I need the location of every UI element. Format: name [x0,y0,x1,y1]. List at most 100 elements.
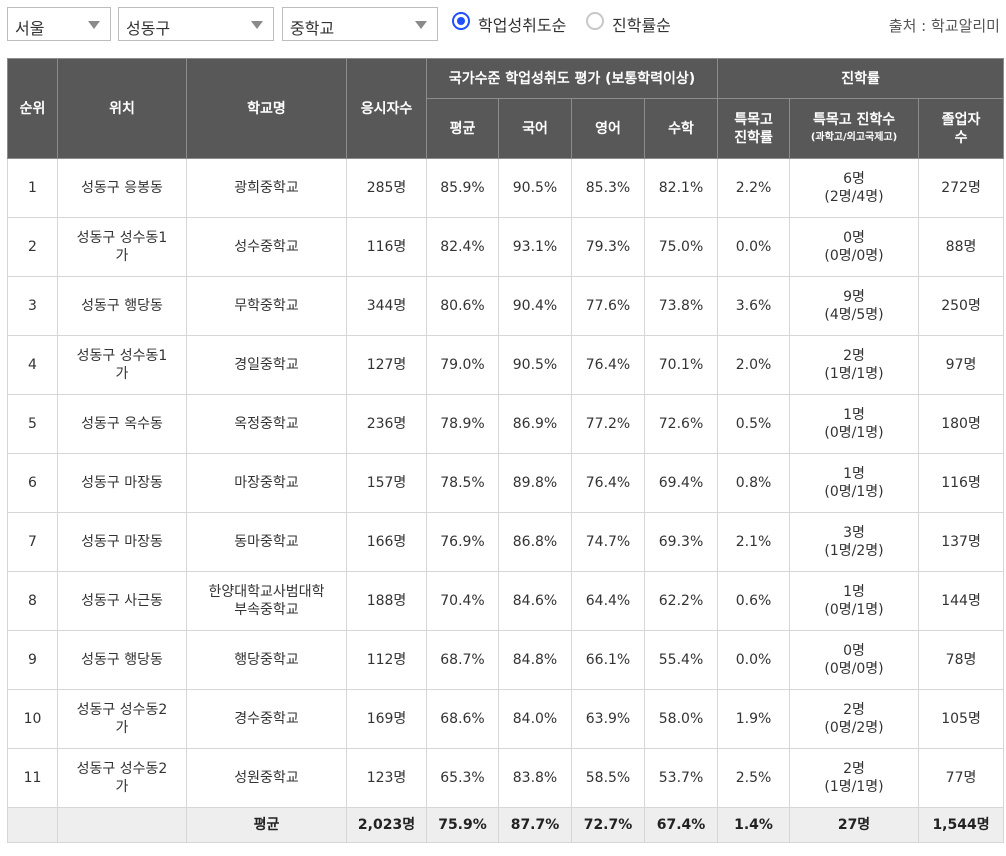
school-cell[interactable]: 한양대학교사범대학 부속중학교 [186,571,347,631]
school-line2: 부속중학교 [234,602,299,618]
examinees-cell: 157명 [346,453,427,513]
school-cell[interactable]: 동마중학교 [186,512,347,572]
korean-cell: 84.8% [498,630,572,690]
korean-cell: 83.8% [498,748,572,808]
header-math[interactable]: 수학 [643,98,719,159]
school-cell[interactable]: 마장중학교 [186,453,347,513]
special-count-total: 1명 [843,407,865,423]
special-rate-cell: 0.8% [717,453,791,513]
korean-cell: 90.5% [498,158,572,218]
sort-radio-progress[interactable]: 진학률순 [586,12,680,36]
location-cell: 성동구 응봉동 [57,158,187,218]
graduates-cell: 250명 [918,276,1005,336]
school-cell[interactable]: 경수중학교 [186,689,347,749]
school-cell[interactable]: 광희중학교 [186,158,347,218]
header-special-rate-line2: 진학률 [734,129,773,146]
table-row: 8 성동구 사근동 한양대학교사범대학 부속중학교 188명 70.4% 84.6… [7,571,1005,631]
location-cell: 성동구 마장동 [57,453,187,513]
header-average[interactable]: 평균 [426,98,499,159]
average-cell: 85.9% [426,158,499,218]
special-count-total: 2명 [843,761,865,777]
school-type-select-value: 중학교 [290,19,335,38]
examinees-cell: 236명 [346,394,427,454]
school-ranking-table: 순위 위치 학교명 응시자수 국가수준 학업성취도 평가 (보통학력이상) 진학… [7,58,1005,843]
location-cell: 성동구 옥수동 [57,394,187,454]
header-special-count[interactable]: 특목고 진학수 (과학고/외고국제고) [789,98,920,159]
location-line1: 성동구 행당동 [81,652,163,668]
graduates-cell: 78명 [918,630,1005,690]
math-cell: 69.3% [643,512,719,572]
graduates-cell: 137명 [918,512,1005,572]
school-line1: 무학중학교 [234,298,299,314]
header-graduates[interactable]: 졸업자 수 [918,98,1005,159]
average-cell: 79.0% [426,335,499,395]
average-cell: 65.3% [426,748,499,808]
header-location[interactable]: 위치 [57,58,187,159]
sort-radio-achievement[interactable]: 학업성취도순 [452,12,576,36]
location-line1: 성동구 성수동1 [76,348,168,364]
location-line1: 성동구 옥수동 [81,416,163,432]
school-line1: 옥정중학교 [234,416,299,432]
english-cell: 77.2% [571,394,645,454]
korean-cell: 89.8% [498,453,572,513]
korean-cell: 86.9% [498,394,572,454]
special-count-detail: (0명/0명) [824,661,884,677]
school-line1: 행당중학교 [234,652,299,668]
header-school[interactable]: 학교명 [186,58,347,159]
header-english[interactable]: 영어 [571,98,645,159]
header-rank[interactable]: 순위 [7,58,58,159]
table-row: 1 성동구 응봉동 광희중학교 285명 85.9% 90.5% 85.3% 8… [7,158,1005,218]
school-line1: 마장중학교 [234,475,299,491]
chevron-down-icon [88,21,100,29]
math-cell: 82.1% [643,158,719,218]
location-cell: 성동구 마장동 [57,512,187,572]
header-graduates-line1: 졸업자 [941,111,981,128]
header-special-rate[interactable]: 특목고 진학률 [717,98,791,159]
header-special-rate-line1: 특목고 [734,111,773,128]
special-count-detail: (1명/1명) [824,779,884,795]
math-cell: 58.0% [643,689,719,749]
special-count-detail: (1명/2명) [824,543,884,559]
district-select[interactable]: 성동구 [118,7,274,41]
location-line1: 성동구 행당동 [81,298,163,314]
district-select-value: 성동구 [126,19,171,38]
special-count-cell: 9명 (4명/5명) [789,276,920,336]
school-cell[interactable]: 경일중학교 [186,335,347,395]
school-cell[interactable]: 성수중학교 [186,217,347,277]
school-type-select[interactable]: 중학교 [282,7,438,41]
examinees-cell: 116명 [346,217,427,277]
location-line1: 성동구 마장동 [81,534,163,550]
source-note: 출처 : 학교알리미 [888,17,1000,35]
rank-cell: 10 [7,689,58,749]
table-row: 5 성동구 옥수동 옥정중학교 236명 78.9% 86.9% 77.2% 7… [7,394,1005,454]
special-count-detail: (0명/2명) [824,720,884,736]
math-cell: 62.2% [643,571,719,631]
footer-examinees: 2,023명 [346,807,427,843]
english-cell: 76.4% [571,453,645,513]
special-count-cell: 0명 (0명/0명) [789,217,920,277]
location-line2: 가 [115,720,129,736]
school-cell[interactable]: 성원중학교 [186,748,347,808]
table-row: 3 성동구 행당동 무학중학교 344명 80.6% 90.4% 77.6% 7… [7,276,1005,336]
average-cell: 70.4% [426,571,499,631]
examinees-cell: 127명 [346,335,427,395]
rank-cell: 8 [7,571,58,631]
header-korean[interactable]: 국어 [498,98,572,159]
english-cell: 79.3% [571,217,645,277]
rank-cell: 5 [7,394,58,454]
rank-cell: 4 [7,335,58,395]
location-line1: 성동구 사근동 [81,593,163,609]
header-examinees[interactable]: 응시자수 [346,58,427,159]
region-select[interactable]: 서울 [7,7,111,41]
school-line1: 성원중학교 [234,770,299,786]
math-cell: 55.4% [643,630,719,690]
graduates-cell: 180명 [918,394,1005,454]
radio-unchecked-icon [586,12,604,30]
graduates-cell: 77명 [918,748,1005,808]
school-cell[interactable]: 무학중학교 [186,276,347,336]
school-cell[interactable]: 옥정중학교 [186,394,347,454]
math-cell: 69.4% [643,453,719,513]
footer-graduates: 1,544명 [918,807,1005,843]
special-rate-cell: 0.0% [717,217,791,277]
school-cell[interactable]: 행당중학교 [186,630,347,690]
